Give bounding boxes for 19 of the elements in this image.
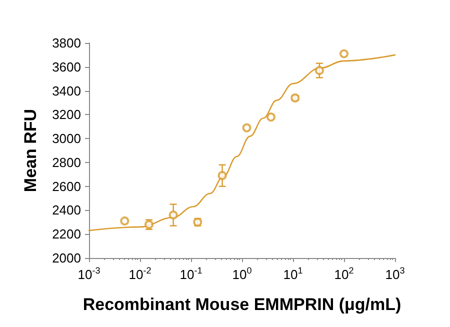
y-tick-label: 2400 [52,202,81,218]
point [168,210,178,220]
y-tick-label: 3400 [52,83,81,98]
point [242,123,252,132]
y-tick-label: 2600 [52,178,81,194]
y-tick-label: 3800 [52,36,81,50]
y-tick-label: 3200 [52,107,81,122]
y-tick-label: 3600 [52,59,81,74]
point [120,216,130,226]
point [218,171,227,180]
y-tick-label: 2000 [52,250,81,266]
y-tick-label: 2800 [52,154,81,170]
point [340,49,348,58]
y-tick-label: 3000 [52,131,81,146]
y-tick-label: 2200 [52,226,81,242]
y-axis-title: Mean RFU [21,108,40,192]
point [314,66,324,75]
x-axis-title: Recombinant Mouse EMMPRIN (μg/mL) [82,295,402,314]
point [266,112,276,122]
